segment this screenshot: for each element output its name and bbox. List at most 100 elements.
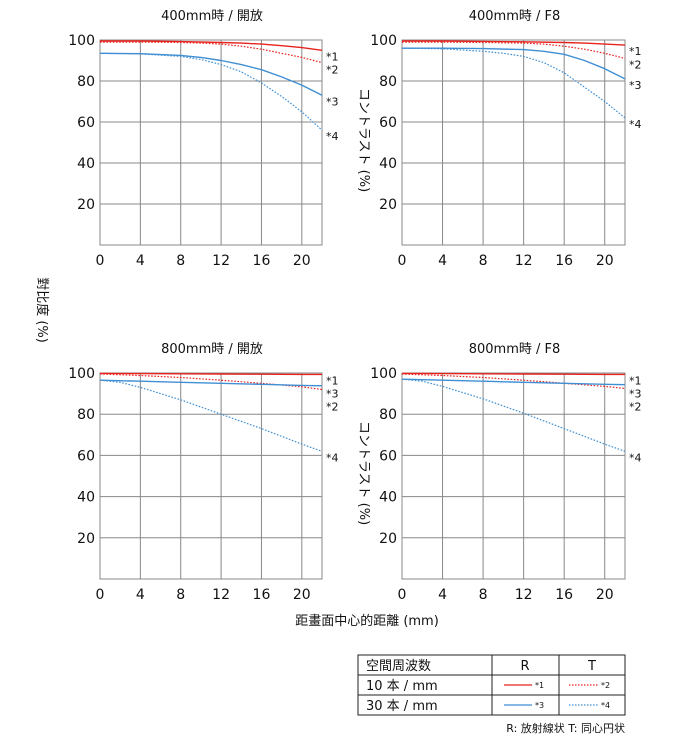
chart-panel-400mm-f8: 400mm時 / F8 0 4 8 12 16 20 20 40 60 80 100 *1*2 *3 *4 — [370, 9, 641, 269]
plot-frame — [401, 372, 626, 580]
x-tick-label: 8 — [176, 253, 185, 269]
chart-title-800mm-open: 800mm時 / 開放 — [161, 342, 263, 357]
x-tick-label: 8 — [479, 587, 488, 603]
legend-tag-r-30: *3 — [535, 701, 544, 710]
legend-header-r: R — [520, 659, 529, 674]
y-tick-label: 60 — [379, 115, 397, 131]
y-tick-label: 60 — [77, 115, 95, 131]
legend-tag-t-10: *2 — [601, 681, 610, 690]
y-tick-label: 80 — [379, 407, 397, 423]
x-tick-label: 12 — [515, 587, 533, 603]
x-tick-label: 12 — [212, 253, 230, 269]
plot-frame — [401, 39, 626, 246]
series-line-mark-2 — [99, 373, 323, 391]
x-tick-label: 0 — [96, 587, 105, 603]
series-end-label: *2 — [326, 63, 339, 76]
y-tick-label: 20 — [379, 531, 397, 547]
y-axis-label-left: 對比度 (%) — [34, 277, 50, 343]
y-tick-label: 40 — [379, 490, 397, 506]
series-end-label: *3 — [629, 387, 642, 400]
series-line-mark-4 — [99, 379, 323, 452]
series-end-label: *3 — [326, 387, 339, 400]
series-end-label: *2 — [629, 400, 642, 413]
x-tick-label: 4 — [136, 587, 145, 603]
series-end-label: *1 — [629, 374, 642, 387]
series-end-label: *1 — [629, 45, 642, 58]
series-line-mark-3 — [402, 47, 626, 80]
y-tick-label: 40 — [77, 156, 95, 172]
x-tick-label: 16 — [253, 587, 271, 603]
legend-tag-t-30: *4 — [601, 701, 610, 710]
legend-row-10-label: 10 本 / mm — [366, 679, 438, 694]
series-line-mark-3 — [401, 378, 626, 386]
y-axis-label-right-top: コントラスト (%) — [356, 88, 371, 192]
y-tick-label: 80 — [379, 74, 397, 90]
x-tick-label: 16 — [555, 253, 573, 269]
series-line-mark-4 — [401, 378, 626, 452]
y-tick-label: 100 — [68, 366, 95, 382]
y-tick-label: 20 — [379, 197, 397, 213]
series-end-label: *2 — [326, 400, 339, 413]
legend-table: 空間周波数 R T 10 本 / mm *1 *2 30 本 / mm *3 *… — [357, 654, 626, 716]
x-tick-label: 8 — [479, 253, 488, 269]
y-tick-label: 100 — [370, 33, 397, 49]
series-line-mark-2 — [401, 373, 626, 389]
legend-tag-r-10: *1 — [535, 681, 544, 690]
series-end-label: *3 — [629, 79, 642, 92]
x-tick-label: 4 — [438, 587, 447, 603]
x-tick-label: 0 — [398, 587, 407, 603]
series-line-mark-2 — [100, 41, 323, 64]
x-tick-label: 12 — [515, 253, 533, 269]
series-line-mark-3 — [99, 379, 323, 387]
chart-panel-800mm-open: 800mm時 / 開放 0 4 8 12 16 20 20 40 60 80 100 *1*3*2 *4 — [68, 342, 338, 603]
chart-panel-800mm-f8: 800mm時 / F8 0 4 8 12 16 20 20 40 60 80 100 *1*3*2 *4 — [370, 342, 641, 603]
series-line-mark-1 — [99, 372, 322, 376]
y-tick-label: 100 — [68, 33, 95, 49]
chart-title-800mm-f8: 800mm時 / F8 — [469, 342, 561, 357]
x-tick-label: 8 — [176, 587, 185, 603]
series-end-label: *4 — [326, 130, 339, 143]
legend-header-t: T — [587, 659, 596, 674]
series-end-label: *3 — [326, 95, 339, 108]
y-tick-label: 80 — [77, 74, 95, 90]
series-line-mark-1 — [401, 372, 625, 376]
series-line-mark-1 — [100, 40, 323, 51]
series-end-label: *4 — [629, 451, 642, 464]
plot-frame — [99, 39, 323, 246]
x-tick-label: 4 — [438, 253, 447, 269]
series-end-label: *4 — [629, 118, 642, 131]
series-line-mark-2 — [402, 41, 626, 59]
x-axis-label: 距畫面中心的距離 (mm) — [295, 613, 439, 629]
chart-panel-400mm-open: 400mm時 / 開放 0 4 8 12 16 20 20 40 60 80 100 *1*2 *3 *4 — [68, 9, 338, 269]
y-tick-label: 80 — [77, 407, 95, 423]
series-line-mark-4 — [401, 47, 626, 119]
y-tick-label: 60 — [379, 448, 397, 464]
legend-note: R: 放射線状 T: 同心円状 — [506, 721, 625, 735]
legend-row-30-label: 30 本 / mm — [366, 699, 438, 714]
series-line-mark-4 — [99, 52, 323, 131]
x-tick-label: 16 — [253, 253, 271, 269]
y-tick-label: 40 — [77, 490, 95, 506]
y-tick-label: 20 — [77, 531, 95, 547]
x-tick-label: 20 — [293, 587, 311, 603]
plot-frame — [99, 372, 323, 580]
x-tick-label: 20 — [596, 587, 614, 603]
x-tick-label: 0 — [398, 253, 407, 269]
y-tick-label: 20 — [77, 197, 95, 213]
x-tick-label: 4 — [136, 253, 145, 269]
y-tick-label: 60 — [77, 448, 95, 464]
series-end-label: *4 — [326, 451, 339, 464]
y-tick-label: 40 — [379, 156, 397, 172]
chart-title-400mm-open: 400mm時 / 開放 — [161, 9, 263, 24]
x-tick-label: 20 — [293, 253, 311, 269]
series-line-mark-3 — [99, 52, 323, 96]
series-line-mark-1 — [402, 40, 626, 46]
series-end-label: *1 — [326, 374, 339, 387]
chart-title-400mm-f8: 400mm時 / F8 — [469, 9, 561, 24]
series-end-label: *2 — [629, 58, 642, 71]
x-tick-label: 16 — [555, 587, 573, 603]
legend-header-frequency: 空間周波数 — [366, 659, 431, 674]
x-tick-label: 12 — [212, 587, 230, 603]
x-tick-label: 0 — [96, 253, 105, 269]
